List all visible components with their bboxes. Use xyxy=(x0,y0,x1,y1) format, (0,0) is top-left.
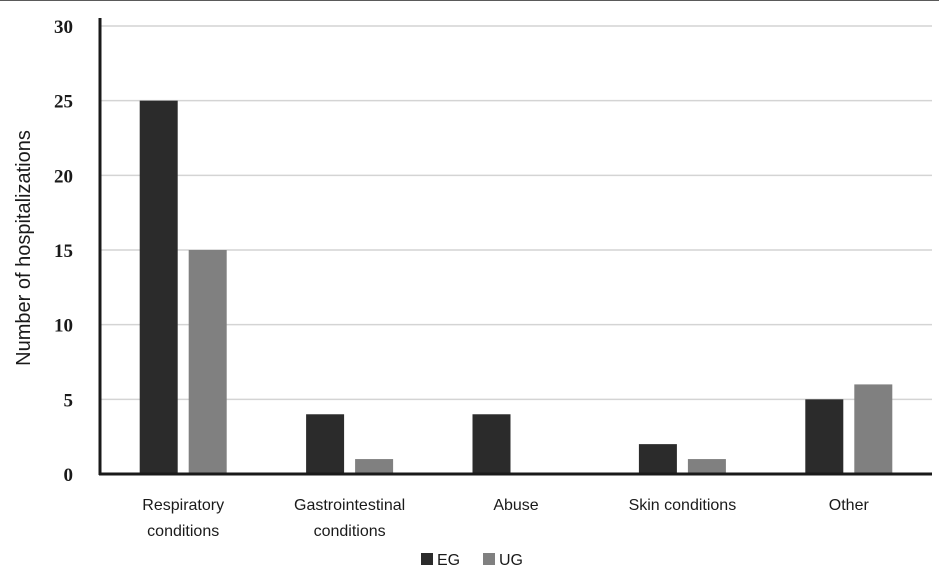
x-tick-label: Respiratory xyxy=(142,497,224,514)
y-tick-label: 15 xyxy=(54,241,73,262)
y-tick-label: 0 xyxy=(64,465,74,486)
x-tick-label: Gastrointestinal xyxy=(294,497,405,514)
bar-eg xyxy=(638,444,677,474)
bar-ug xyxy=(687,459,726,474)
x-tick-label: conditions xyxy=(147,523,219,540)
x-tick-label: Other xyxy=(829,497,870,514)
y-tick-labels: 0 5 10 15 20 25 30 xyxy=(54,17,73,486)
y-tick-label: 10 xyxy=(54,316,73,337)
bar-ug xyxy=(355,459,394,474)
x-tick-label: Skin conditions xyxy=(629,497,737,514)
y-tick-label: 20 xyxy=(54,166,73,187)
legend: EG UG xyxy=(421,552,523,569)
y-axis-label: Number of hospitalizations xyxy=(13,130,35,366)
legend-label-eg: EG xyxy=(437,552,460,569)
axes xyxy=(98,18,932,476)
y-tick-label: 25 xyxy=(54,92,73,113)
bars xyxy=(139,100,893,475)
bar-eg xyxy=(805,399,844,474)
bar-ug xyxy=(854,384,893,474)
bar-ug xyxy=(188,250,227,474)
bar-eg xyxy=(306,414,345,474)
legend-swatch-eg xyxy=(421,553,433,565)
bar-eg xyxy=(139,100,178,475)
bar-eg xyxy=(472,414,511,474)
y-tick-label: 5 xyxy=(64,390,74,411)
gridlines xyxy=(100,25,932,401)
legend-swatch-ug xyxy=(483,553,495,565)
x-tick-label: Abuse xyxy=(493,497,538,514)
legend-label-ug: UG xyxy=(499,552,523,569)
x-tick-label: conditions xyxy=(314,523,386,540)
y-tick-label: 30 xyxy=(54,17,73,38)
x-tick-labels: Respiratory conditions Gastrointestinal con… xyxy=(142,497,869,540)
